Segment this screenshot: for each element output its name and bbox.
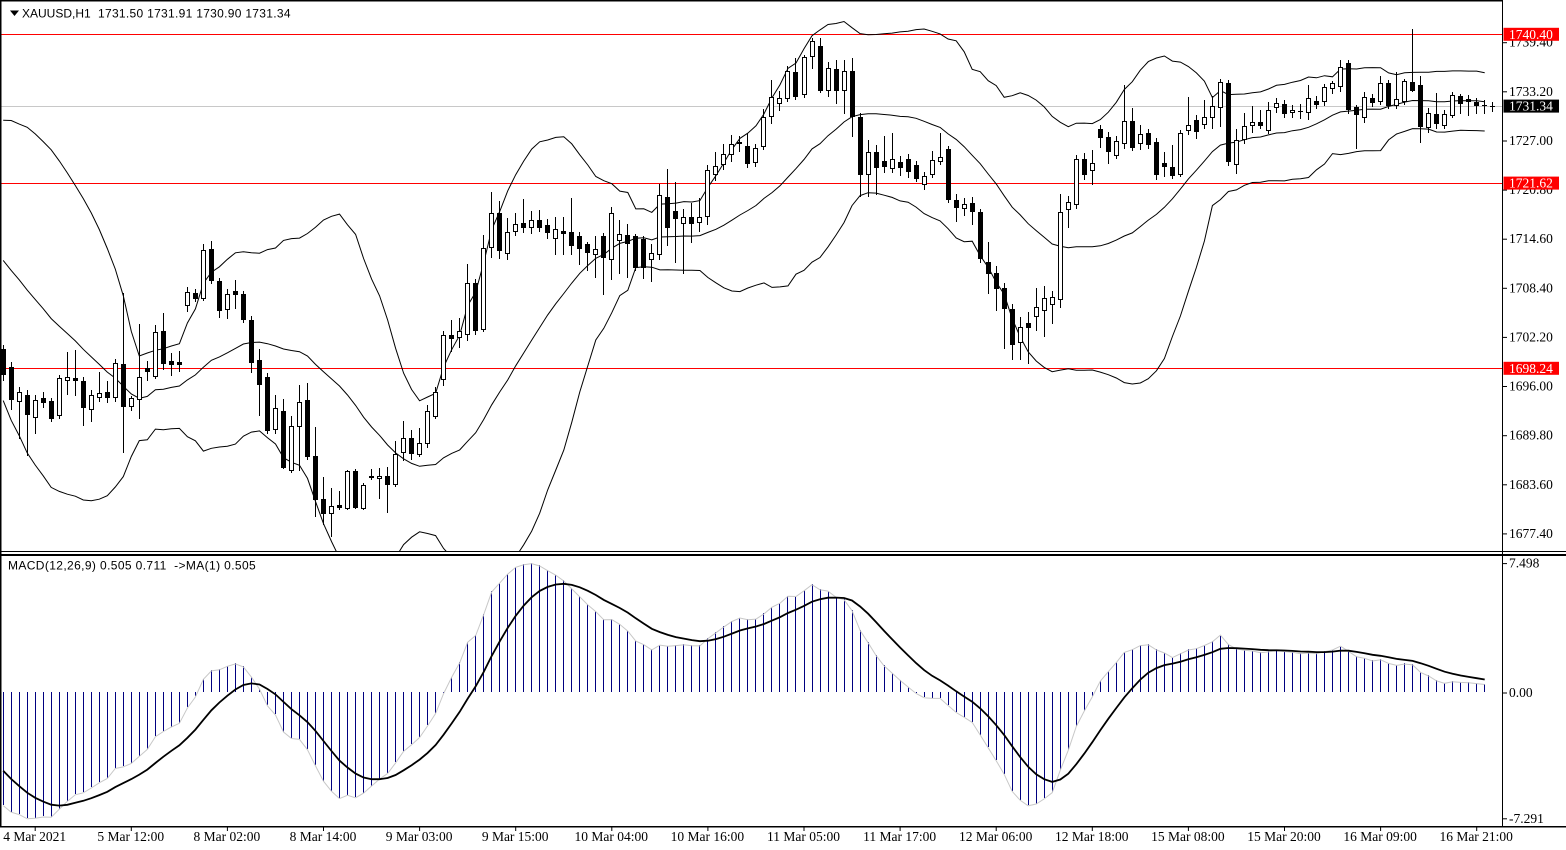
svg-text:4 Mar 2021: 4 Mar 2021 [3, 829, 66, 844]
svg-text:1721.62: 1721.62 [1509, 176, 1553, 191]
svg-text:1677.40: 1677.40 [1509, 526, 1553, 541]
svg-text:11 Mar 05:00: 11 Mar 05:00 [767, 829, 840, 844]
svg-text:9 Mar 03:00: 9 Mar 03:00 [386, 829, 453, 844]
svg-text:1714.60: 1714.60 [1509, 231, 1553, 246]
svg-text:7.498: 7.498 [1509, 556, 1540, 571]
svg-text:15 Mar 20:00: 15 Mar 20:00 [1247, 829, 1321, 844]
svg-text:11 Mar 17:00: 11 Mar 17:00 [863, 829, 936, 844]
svg-text:15 Mar 08:00: 15 Mar 08:00 [1151, 829, 1225, 844]
svg-text:1702.20: 1702.20 [1509, 329, 1553, 344]
svg-text:1733.20: 1733.20 [1509, 84, 1553, 99]
svg-text:12 Mar 06:00: 12 Mar 06:00 [959, 829, 1033, 844]
svg-text:10 Mar 04:00: 10 Mar 04:00 [575, 829, 649, 844]
svg-text:1731.50 1731.91 1730.90 1731.3: 1731.50 1731.91 1730.90 1731.34 [98, 7, 291, 21]
svg-text:1727.00: 1727.00 [1509, 133, 1553, 148]
svg-text:0.00: 0.00 [1509, 685, 1533, 700]
svg-text:10 Mar 16:00: 10 Mar 16:00 [671, 829, 745, 844]
svg-text:1696.00: 1696.00 [1509, 379, 1553, 394]
svg-text:9 Mar 15:00: 9 Mar 15:00 [482, 829, 549, 844]
svg-text:8 Mar 14:00: 8 Mar 14:00 [290, 829, 357, 844]
svg-text:1683.60: 1683.60 [1509, 477, 1553, 492]
svg-text:1740.40: 1740.40 [1509, 27, 1553, 42]
svg-text:16 Mar 09:00: 16 Mar 09:00 [1343, 829, 1417, 844]
svg-text:1731.34: 1731.34 [1509, 99, 1553, 114]
svg-text:1698.24: 1698.24 [1509, 361, 1553, 376]
svg-text:5 Mar 12:00: 5 Mar 12:00 [97, 829, 164, 844]
svg-text:MACD(12,26,9) 0.505 0.711 ->M: MACD(12,26,9) 0.505 0.711 ->MA(1) 0.505 [8, 559, 256, 573]
svg-text:8 Mar 02:00: 8 Mar 02:00 [194, 829, 261, 844]
svg-text:16 Mar 21:00: 16 Mar 21:00 [1439, 829, 1513, 844]
svg-text:XAUUSD,H1: XAUUSD,H1 [22, 7, 91, 21]
svg-text:-7.291: -7.291 [1509, 811, 1544, 826]
svg-text:1708.40: 1708.40 [1509, 280, 1553, 295]
svg-text:1689.80: 1689.80 [1509, 428, 1553, 443]
svg-text:12 Mar 18:00: 12 Mar 18:00 [1055, 829, 1129, 844]
